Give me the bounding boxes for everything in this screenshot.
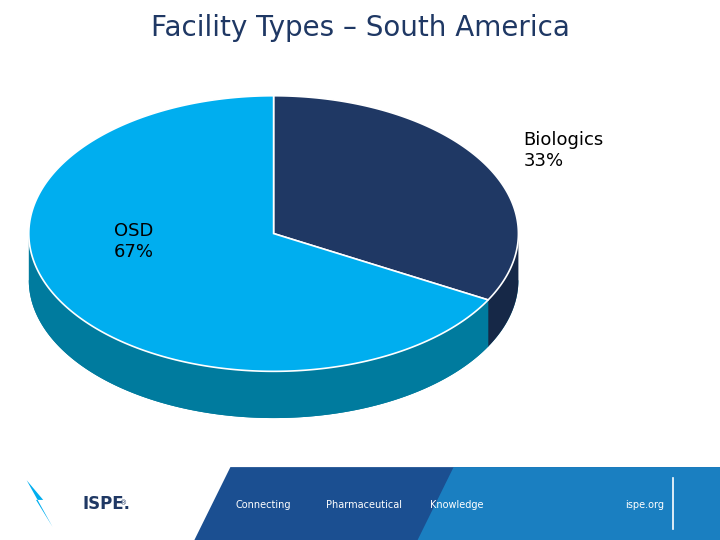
Polygon shape	[274, 233, 488, 347]
Polygon shape	[488, 234, 518, 347]
Polygon shape	[274, 96, 518, 300]
Polygon shape	[29, 234, 488, 418]
Text: Biologics
33%: Biologics 33%	[523, 131, 604, 170]
Text: ispe.org: ispe.org	[625, 500, 664, 510]
Polygon shape	[194, 467, 720, 540]
Text: Knowledge: Knowledge	[431, 500, 484, 510]
Polygon shape	[29, 280, 518, 418]
Text: ISPE.: ISPE.	[83, 495, 131, 512]
Polygon shape	[29, 96, 488, 372]
Text: ®: ®	[120, 501, 127, 507]
Text: OSD
67%: OSD 67%	[114, 222, 154, 261]
Polygon shape	[274, 233, 488, 347]
Polygon shape	[27, 480, 53, 527]
Polygon shape	[418, 467, 720, 540]
Text: Pharmaceutical: Pharmaceutical	[325, 500, 402, 510]
Text: Facility Types – South America: Facility Types – South America	[150, 14, 570, 42]
Text: Connecting: Connecting	[235, 500, 291, 510]
